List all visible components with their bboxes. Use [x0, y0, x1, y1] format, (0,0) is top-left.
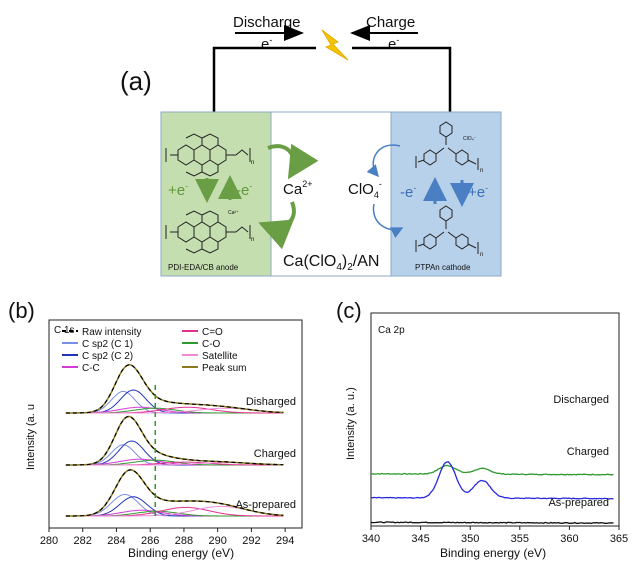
- legend-label: Peak sum: [202, 363, 246, 374]
- panel-b-plot-frame: [48, 319, 303, 529]
- legend-label: C sp2 (C 2): [82, 351, 133, 362]
- x-tick-label: 288: [175, 535, 193, 547]
- legend-label: C sp2 (C 1): [82, 339, 133, 350]
- pdi-top-n: n: [251, 160, 254, 166]
- legend-label: C=O: [202, 327, 223, 338]
- spectrum-as-prepared: As-prepared: [65, 469, 296, 517]
- panel-b-ylabel: Intensity (a. u: [25, 404, 37, 470]
- anode-plus-e: +e-: [168, 181, 188, 199]
- panel-b-xlabel: Binding energy (eV): [128, 546, 234, 560]
- panel-c-xlabel: Binding energy (eV): [440, 546, 546, 560]
- panel-c: (c) Ca 2p Intensity (a. u.) Binding ener…: [336, 298, 628, 560]
- ptpa-top-n: n: [480, 168, 483, 174]
- legend-label: Satellite: [202, 351, 238, 362]
- series-label: Discharged: [553, 394, 609, 406]
- raw-intensity: [65, 415, 284, 466]
- series-discharged: [371, 464, 614, 476]
- anode-minus-e: -e-: [236, 181, 252, 199]
- cathode-label: PTPAn cathode: [415, 263, 471, 272]
- panel-c-x-ticks: 340 345 350 355 360 365: [362, 526, 628, 545]
- x-tick-label: 282: [74, 535, 92, 547]
- x-tick-label: 280: [40, 535, 58, 547]
- panel-b: (b) C 1s Intensity (a. u Binding energy …: [8, 298, 303, 560]
- pdi-bottom-n: n: [251, 237, 254, 243]
- ptpa-structure-top: [415, 121, 479, 170]
- panel-b-label: (b): [8, 298, 35, 323]
- cathode-minus-e: -e-: [400, 183, 416, 201]
- discharge-label: Discharge: [233, 14, 301, 31]
- series-as-prepared: [370, 521, 614, 525]
- x-tick-label: 365: [610, 533, 628, 545]
- spectrum-charged: Charged: [65, 415, 296, 466]
- legend-label: Raw intensity: [82, 327, 141, 338]
- cathode-plus-e: +e-: [468, 183, 488, 201]
- pdi-structure-top: [165, 133, 251, 177]
- x-tick-label: 340: [362, 533, 380, 545]
- spectrum-label: Disharged: [246, 396, 296, 408]
- electron-left: e-: [261, 35, 272, 53]
- ptpa-bottom-n: n: [480, 252, 483, 258]
- clo4-extraction-arrow: [366, 144, 401, 178]
- panel-a: (a) Discharge e- Charge e-: [120, 14, 502, 277]
- anode-label: PDI-EDA/CB anode: [168, 263, 239, 272]
- x-tick-label: 286: [141, 535, 159, 547]
- spectrum-label: As-prepared: [235, 499, 296, 511]
- series-label: Charged: [567, 446, 609, 458]
- panel-c-plot-frame: [370, 312, 620, 527]
- pdi-structure-bottom: [165, 210, 251, 254]
- panel-c-title: Ca 2p: [378, 325, 405, 336]
- panel-c-ylabel: Intensity (a. u.): [345, 387, 357, 460]
- ca-extraction-arrow: [258, 201, 296, 250]
- x-tick-label: 284: [107, 535, 125, 547]
- charge-label: Charge: [366, 14, 415, 31]
- pdi-bottom-ca: Ca²⁺: [228, 210, 239, 216]
- ptpa-top-clo4: ClO₄⁻: [463, 136, 477, 142]
- ptpa-structure-bottom: [415, 205, 479, 254]
- peak-sum: [65, 415, 284, 466]
- panel-b-spectra: Disharged Charged As-prepared: [65, 364, 296, 517]
- panel-c-spectra: Discharged Charged As-prepared: [370, 394, 614, 525]
- x-tick-label: 360: [560, 533, 578, 545]
- legend-label: C-O: [202, 339, 221, 350]
- x-tick-label: 290: [208, 535, 226, 547]
- anion-label: ClO4-: [348, 179, 382, 200]
- x-tick-label: 292: [242, 535, 260, 547]
- x-tick-label: 355: [511, 533, 529, 545]
- panel-b-x-ticks: 280 282 284 286 288 290 292 294: [40, 528, 294, 547]
- spectrum-label: Charged: [254, 448, 296, 460]
- raw-intensity: [65, 469, 284, 517]
- panel-a-label: (a): [120, 66, 152, 96]
- raw-intensity: [65, 364, 284, 414]
- legend-label: C-C: [82, 363, 100, 374]
- spectrum-disharged: Disharged: [65, 364, 296, 414]
- x-tick-label: 350: [461, 533, 479, 545]
- series-charged: [370, 461, 614, 500]
- ca-insertion-arrow: [267, 143, 319, 180]
- clo4-insertion-arrow: [372, 203, 404, 239]
- cation-label: Ca2+: [283, 179, 312, 198]
- circuit-wire-left: [212, 46, 316, 112]
- electron-right: e-: [388, 35, 399, 53]
- electrolyte-label: Ca(ClO4)2/AN: [283, 253, 379, 273]
- series-label: As-prepared: [548, 497, 609, 509]
- lightning-bolt-icon: [321, 29, 349, 61]
- x-tick-label: 345: [411, 533, 429, 545]
- circuit-wire-right: [352, 46, 452, 112]
- panel-c-label: (c): [336, 298, 362, 323]
- x-tick-label: 294: [276, 535, 294, 547]
